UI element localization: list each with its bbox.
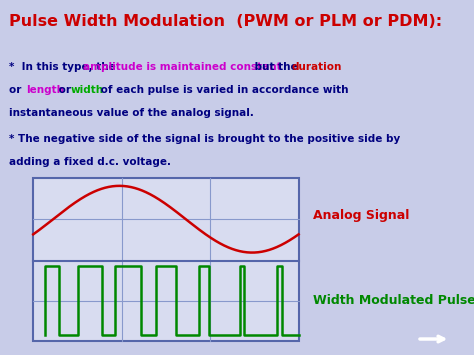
Text: * The negative side of the signal is brought to the positive side by: * The negative side of the signal is bro… (9, 133, 401, 144)
Text: length: length (26, 85, 64, 95)
Text: Width Modulated Pulses: Width Modulated Pulses (313, 294, 474, 307)
Text: *  In this type, the: * In this type, the (9, 62, 120, 72)
Text: Analog Signal: Analog Signal (313, 209, 409, 222)
Text: amplitude is maintained constant: amplitude is maintained constant (83, 62, 282, 72)
Text: but the: but the (251, 62, 301, 72)
Bar (33, 178, 299, 341)
Text: of each pulse is varied in accordance with: of each pulse is varied in accordance wi… (97, 85, 349, 95)
Text: duration: duration (292, 62, 342, 72)
Text: or: or (9, 85, 26, 95)
Text: instantaneous value of the analog signal.: instantaneous value of the analog signal… (9, 108, 255, 118)
Text: Pulse Width Modulation  (PWM or PLM or PDM):: Pulse Width Modulation (PWM or PLM or PD… (9, 14, 443, 29)
Text: or: or (55, 85, 74, 95)
Text: adding a fixed d.c. voltage.: adding a fixed d.c. voltage. (9, 157, 172, 167)
Text: width: width (70, 85, 103, 95)
